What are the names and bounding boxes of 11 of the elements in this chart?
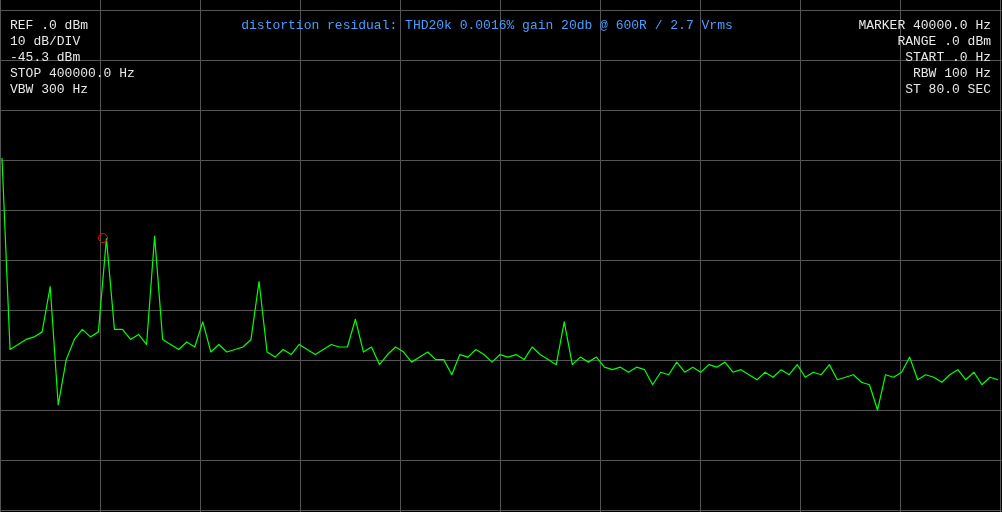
text: RBW 100 Hz: [912, 66, 991, 81]
text: 10 dB/DIV: [10, 34, 81, 49]
text: STOP 400000.0 Hz: [10, 66, 135, 81]
text: VBW 300 Hz: [10, 82, 89, 97]
text: -45.3 dBm: [10, 50, 81, 65]
chart-title: distortion residual: THD20k 0.0016% gain 20db @ 600R / 2.7 Vrms: [241, 18, 733, 33]
text: REF .0 dBm: [10, 18, 89, 33]
text: START .0 Hz: [905, 50, 991, 65]
text: RANGE .0 dBm: [897, 34, 992, 49]
text: ST 80.0 SEC: [905, 82, 992, 97]
text: MARKER 40000.0 Hz: [858, 18, 991, 33]
